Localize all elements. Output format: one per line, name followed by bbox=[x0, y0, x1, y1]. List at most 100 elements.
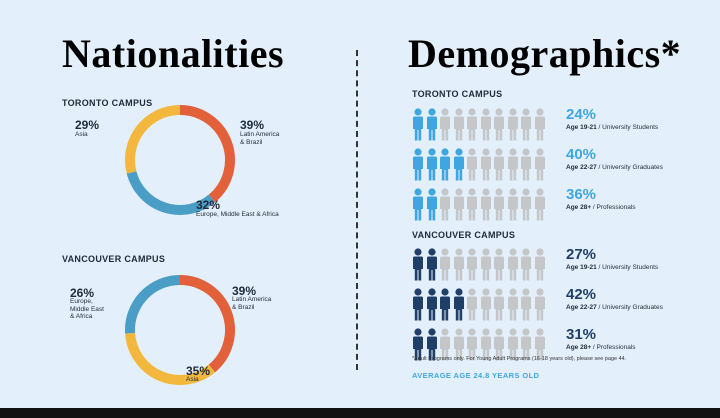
toronto-nationalities-campus: TORONTO CAMPUS bbox=[62, 98, 153, 108]
person-icon bbox=[439, 148, 451, 181]
section-divider bbox=[356, 50, 358, 370]
person-icon bbox=[480, 288, 492, 321]
toronto-slice-1 bbox=[126, 171, 216, 215]
person-icon bbox=[453, 188, 465, 221]
vancouver-stat-pct: 27% bbox=[566, 246, 597, 263]
toronto-stat-label: Age 19-21 / University Students bbox=[566, 124, 659, 131]
bottom-bar bbox=[0, 408, 720, 418]
demographics-title: Demographics* bbox=[408, 31, 682, 76]
vancouver-emea-label: Europe, Middle East & Africa bbox=[70, 298, 104, 320]
vancouver-asia-label: Asia bbox=[186, 376, 199, 383]
person-icon bbox=[534, 328, 546, 361]
vancouver-slice-1 bbox=[125, 332, 216, 385]
person-icon bbox=[520, 328, 532, 361]
footnote: *Adult Programs only. For Young Adult Pr… bbox=[412, 356, 627, 362]
person-icon bbox=[412, 108, 424, 141]
person-icon bbox=[493, 148, 505, 181]
person-icon bbox=[493, 248, 505, 281]
person-icon bbox=[466, 188, 478, 221]
vancouver-stat-label: Age 22-27 / University Graduates bbox=[566, 304, 663, 311]
vancouver-latam-pct: 39% bbox=[232, 284, 257, 298]
toronto-stat-label: Age 22-27 / University Graduates bbox=[566, 164, 663, 171]
vancouver-stat-label: Age 28+ / Professionals bbox=[566, 344, 636, 351]
person-icon bbox=[426, 248, 438, 281]
person-icon bbox=[439, 248, 451, 281]
person-icon bbox=[480, 188, 492, 221]
person-icon bbox=[520, 148, 532, 181]
vancouver-emea-pct: 26% bbox=[70, 286, 95, 300]
vancouver-nationalities-donut bbox=[125, 275, 235, 385]
person-icon bbox=[412, 148, 424, 181]
person-icon bbox=[534, 248, 546, 281]
vancouver-stat-label: Age 19-21 / University Students bbox=[566, 264, 659, 271]
vancouver-stat-pct: 42% bbox=[566, 286, 597, 303]
person-icon bbox=[466, 288, 478, 321]
person-icon bbox=[507, 108, 519, 141]
person-icon bbox=[412, 188, 424, 221]
person-icon bbox=[453, 328, 465, 361]
person-icon bbox=[520, 248, 532, 281]
toronto-slice-2 bbox=[125, 105, 181, 174]
toronto-emea-label: Europe, Middle East & Africa bbox=[196, 211, 279, 218]
vancouver-nationalities-campus: VANCOUVER CAMPUS bbox=[62, 254, 166, 264]
person-icon bbox=[507, 248, 519, 281]
nationalities-title: Nationalities bbox=[62, 31, 285, 76]
person-icon bbox=[439, 288, 451, 321]
toronto-figure-row bbox=[412, 108, 546, 141]
vancouver-figure-row bbox=[412, 328, 546, 361]
person-icon bbox=[439, 328, 451, 361]
toronto-stat-label: Age 28+ / Professionals bbox=[566, 204, 636, 211]
person-icon bbox=[520, 188, 532, 221]
toronto-nationalities-donut bbox=[125, 105, 235, 215]
person-icon bbox=[534, 188, 546, 221]
person-icon bbox=[466, 248, 478, 281]
person-icon bbox=[412, 248, 424, 281]
person-icon bbox=[534, 288, 546, 321]
person-icon bbox=[480, 148, 492, 181]
person-icon bbox=[507, 188, 519, 221]
person-icon bbox=[466, 148, 478, 181]
vancouver-stat-pct: 31% bbox=[566, 326, 597, 343]
person-icon bbox=[507, 328, 519, 361]
person-icon bbox=[439, 108, 451, 141]
person-icon bbox=[480, 248, 492, 281]
toronto-latam-label: Latin America & Brazil bbox=[240, 131, 280, 146]
person-icon bbox=[507, 148, 519, 181]
vancouver-slice-0 bbox=[179, 275, 235, 373]
vancouver-latam-label: Latin America & Brazil bbox=[232, 296, 272, 311]
toronto-slice-0 bbox=[179, 105, 235, 203]
person-icon bbox=[493, 188, 505, 221]
person-icon bbox=[412, 288, 424, 321]
person-icon bbox=[453, 248, 465, 281]
toronto-stat-pct: 24% bbox=[566, 106, 597, 123]
toronto-emea-pct: 32% bbox=[196, 198, 221, 212]
person-icon bbox=[493, 288, 505, 321]
person-icon bbox=[426, 108, 438, 141]
toronto-figure-row bbox=[412, 148, 546, 181]
person-icon bbox=[426, 288, 438, 321]
toronto-latam-pct: 39% bbox=[240, 118, 265, 132]
person-icon bbox=[493, 108, 505, 141]
toronto-asia-pct: 29% bbox=[75, 118, 100, 132]
person-icon bbox=[466, 108, 478, 141]
person-icon bbox=[507, 288, 519, 321]
person-icon bbox=[520, 288, 532, 321]
vancouver-asia-pct: 35% bbox=[186, 364, 211, 378]
vancouver-slice-2 bbox=[125, 275, 181, 334]
vancouver-figure-row bbox=[412, 288, 546, 321]
person-icon bbox=[439, 188, 451, 221]
person-icon bbox=[412, 328, 424, 361]
person-icon bbox=[453, 148, 465, 181]
person-icon bbox=[426, 148, 438, 181]
person-icon bbox=[493, 328, 505, 361]
toronto-stat-pct: 40% bbox=[566, 146, 597, 163]
person-icon bbox=[480, 328, 492, 361]
average-age: AVERAGE AGE 24.8 YEARS OLD bbox=[412, 371, 540, 380]
person-icon bbox=[534, 148, 546, 181]
infographic-panel: Nationalities Demographics* TORONTO CAMP… bbox=[0, 0, 720, 408]
person-icon bbox=[534, 108, 546, 141]
toronto-figure-row bbox=[412, 188, 546, 221]
person-icon bbox=[453, 108, 465, 141]
toronto-stat-pct: 36% bbox=[566, 186, 597, 203]
person-icon bbox=[520, 108, 532, 141]
